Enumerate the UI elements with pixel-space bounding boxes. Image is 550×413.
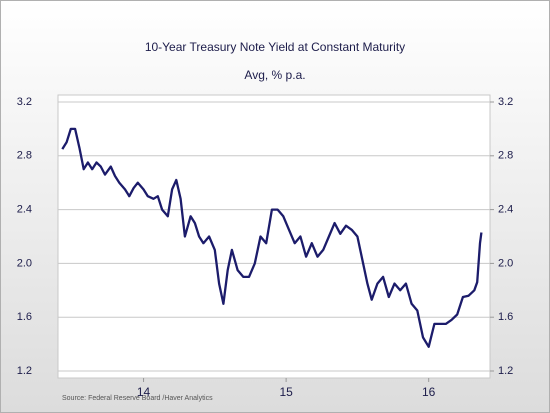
plot-area: [57, 94, 491, 379]
x-tick-label: 14: [137, 385, 151, 399]
y-tick-label: 1.6: [17, 311, 32, 323]
chart-title: 10-Year Treasury Note Yield at Constant …: [145, 40, 405, 54]
x-tick-label: 16: [422, 385, 436, 399]
chart-subtitle: Avg, % p.a.: [244, 68, 305, 82]
y2-tick-label: 3.2: [498, 96, 513, 108]
y-tick-label: 3.2: [17, 96, 32, 108]
y2-tick-label: 1.2: [498, 365, 513, 377]
x-tick-label: 15: [279, 385, 293, 399]
y2-tick-label: 1.6: [498, 311, 513, 323]
y2-tick-label: 2.4: [498, 204, 513, 216]
y-tick-label: 2.8: [17, 150, 32, 162]
source-note: Source: Federal Reserve Board /Haver Ana…: [62, 395, 213, 402]
y-tick-label: 2.0: [17, 257, 32, 269]
y2-tick-label: 2.8: [498, 150, 513, 162]
y-tick-label: 2.4: [17, 204, 32, 216]
y2-tick-label: 2.0: [498, 257, 513, 269]
y-tick-label: 1.2: [17, 365, 32, 377]
series-line: [61, 127, 483, 348]
